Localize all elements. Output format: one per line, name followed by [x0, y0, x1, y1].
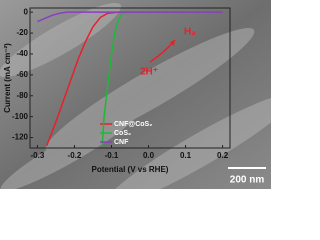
y-tick-label: -120 [12, 133, 29, 142]
product-label: H₂ [184, 27, 196, 38]
y-tick-label: -100 [12, 112, 29, 121]
y-tick-label: -80 [16, 91, 28, 100]
x-tick-label: 0.2 [217, 151, 229, 160]
scale-bar-label: 200 nm [230, 175, 265, 186]
reactant-label: 2H⁺ [140, 67, 158, 78]
y-tick-label: -60 [16, 70, 28, 79]
y-tick-label: -40 [16, 49, 28, 58]
sem-background [0, 0, 271, 189]
x-tick-label: -0.1 [105, 151, 119, 160]
legend-label: CNF@CoS₂ [114, 121, 152, 128]
y-axis-label: Current (mA cm⁻²) [3, 43, 12, 113]
sem-texture [0, 2, 271, 189]
arrow-head [170, 40, 175, 46]
x-tick-label: -0.3 [31, 151, 45, 160]
data-line [37, 11, 223, 23]
y-tick-label: -20 [16, 28, 28, 37]
y-tick-label: 0 [24, 7, 29, 16]
page: {"chart_data": {"type": "line", "xlabel"… [0, 0, 271, 189]
x-tick-label: -0.2 [68, 151, 82, 160]
x-tick-label: 0.1 [180, 151, 192, 160]
legend-label: CNF [114, 139, 129, 146]
x-tick-label: 0.0 [143, 151, 155, 160]
chart: Current (mA cm⁻²) Potential (V vs RHE) 2… [0, 0, 271, 189]
x-axis-label: Potential (V vs RHE) [92, 165, 169, 174]
legend-label: CoS₂ [114, 130, 131, 137]
plot-frame [29, 7, 231, 149]
